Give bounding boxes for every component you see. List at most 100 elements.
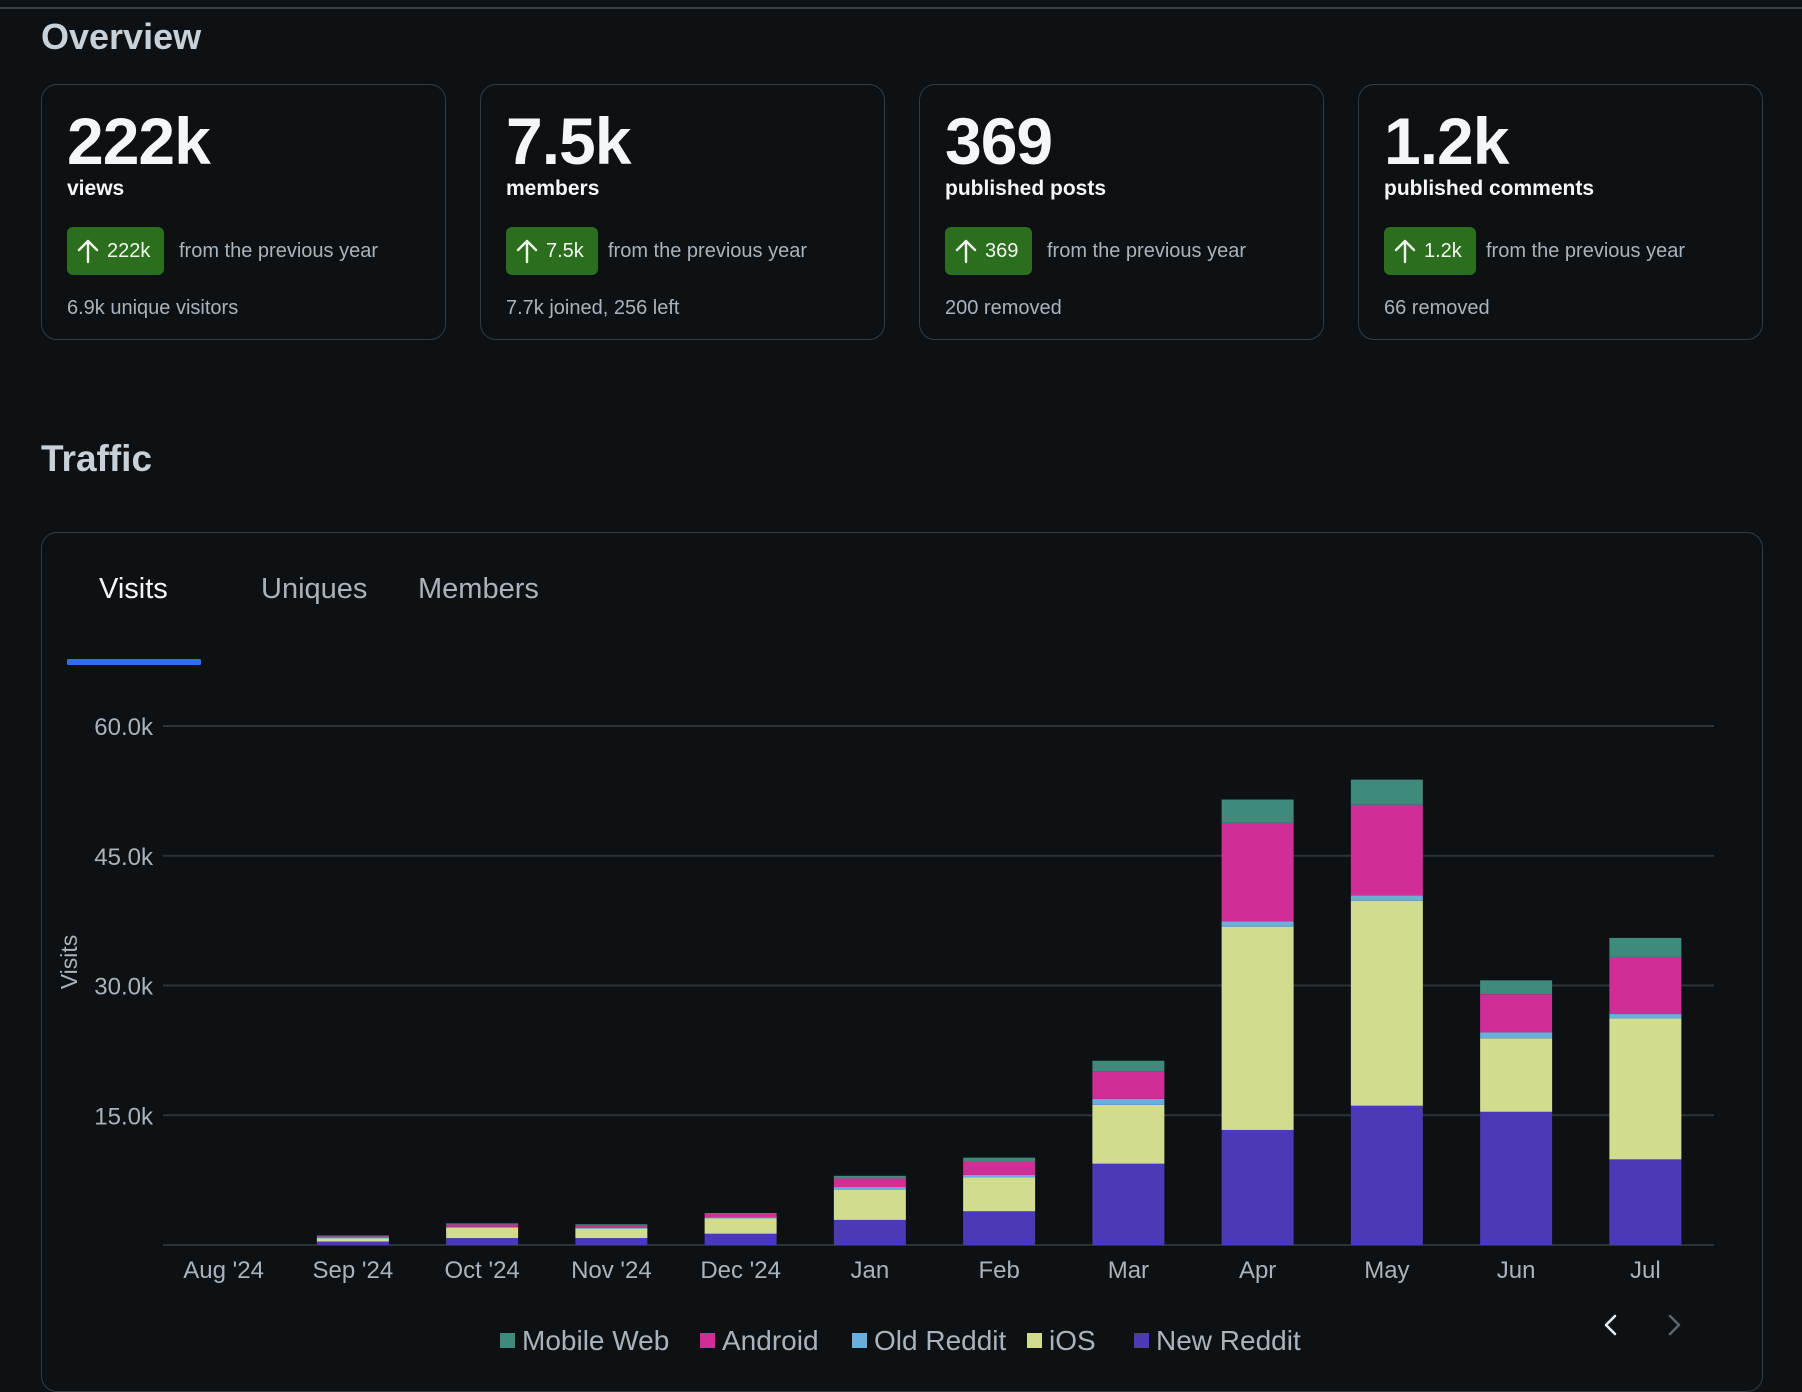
change-badge: 1.2k (1384, 227, 1476, 275)
bar-segment (963, 1174, 1036, 1178)
y-tick-label: 60.0k (94, 714, 154, 741)
stat-card-comments: 1.2k published comments 1.2k from the pr… (1358, 84, 1763, 340)
arrow-up-icon (77, 239, 99, 264)
stat-detail: 6.9k unique visitors (67, 297, 239, 319)
legend-swatch (700, 1333, 715, 1348)
tab-uniques[interactable]: Uniques (261, 573, 368, 605)
y-tick-label: 30.0k (94, 974, 154, 1001)
legend-label: Android (722, 1325, 819, 1356)
bar-segment (1350, 779, 1423, 805)
x-tick-label: May (1364, 1257, 1409, 1284)
bar-segment (316, 1241, 389, 1245)
bar-segment (1609, 956, 1682, 1015)
legend-swatch (852, 1333, 867, 1348)
change-badge: 369 (945, 227, 1033, 275)
arrow-up-icon (1394, 239, 1416, 264)
chevron-right-icon (1668, 1314, 1681, 1336)
bar-segment (833, 1175, 906, 1179)
bar-segment (704, 1218, 777, 1234)
bar-segment (1609, 1018, 1682, 1160)
stat-label: published comments (1384, 177, 1595, 200)
stat-card-views: 222k views 222k from the previous year 6… (41, 84, 446, 340)
bar-segment (1350, 895, 1423, 901)
bar-segment (316, 1235, 389, 1238)
change-value: 369 (985, 239, 1019, 262)
bar-segment (1221, 1129, 1294, 1245)
bar-segment (1092, 1163, 1165, 1245)
change-badge: 7.5k (506, 227, 598, 275)
bar-segment (1221, 921, 1294, 927)
bar-segment (1092, 1098, 1165, 1105)
tab-visits[interactable]: Visits (99, 573, 168, 605)
change-value: 7.5k (546, 239, 584, 262)
stat-label: members (506, 177, 600, 200)
comparison-text: from the previous year (1486, 240, 1685, 262)
overview-cards: 222k views 222k from the previous year 6… (41, 84, 1763, 340)
bar-segment (1480, 1032, 1553, 1039)
bar-segment (1350, 804, 1423, 896)
bar-segment (446, 1226, 519, 1228)
comparison-text: from the previous year (608, 240, 807, 262)
bar-segment (963, 1211, 1036, 1245)
next-page-button[interactable] (1659, 1310, 1689, 1340)
bar-segment (446, 1223, 519, 1225)
comparison-text: from the previous year (179, 240, 378, 262)
x-tick-label: Jan (851, 1257, 890, 1284)
tab-members[interactable]: Members (418, 573, 539, 605)
bar-segment (1092, 1071, 1165, 1099)
change-badge: 222k (67, 227, 165, 275)
change-value: 1.2k (1424, 239, 1462, 262)
bar-segment (833, 1189, 906, 1220)
stat-card-members: 7.5k members 7.5k from the previous year… (480, 84, 885, 340)
bar-segment (1350, 900, 1423, 1106)
bar-segment (704, 1217, 777, 1219)
stat-detail: 7.7k joined, 256 left (506, 297, 680, 319)
bar-segment (1480, 994, 1553, 1033)
bar-segment (963, 1157, 1036, 1162)
bar-segment (1609, 1159, 1682, 1245)
bar-segment (316, 1235, 389, 1237)
bar-segment (833, 1187, 906, 1190)
bar-segment (316, 1238, 389, 1242)
bar-segment (1609, 937, 1682, 957)
bar-segment (833, 1219, 906, 1245)
y-axis-title: Visits (56, 935, 82, 990)
legend-label: iOS (1049, 1325, 1096, 1356)
x-tick-label: Dec '24 (700, 1257, 781, 1284)
legend-swatch (1134, 1333, 1149, 1348)
bar-segment (1221, 926, 1294, 1130)
x-tick-label: Nov '24 (571, 1257, 652, 1284)
bar-segment (575, 1224, 648, 1226)
bar-segment (316, 1237, 389, 1239)
previous-page-button[interactable] (1596, 1310, 1626, 1340)
change-value: 222k (107, 239, 151, 262)
stat-value: 1.2k (1384, 104, 1509, 178)
bar-segment (446, 1227, 519, 1239)
y-tick-label: 45.0k (94, 844, 154, 871)
x-tick-label: Mar (1108, 1257, 1149, 1284)
x-tick-label: Sep '24 (313, 1257, 394, 1284)
bar-segment (1350, 1105, 1423, 1245)
stat-label: published posts (945, 177, 1107, 200)
bar-segment (575, 1238, 648, 1245)
bar-segment (1221, 822, 1294, 922)
bar-segment (446, 1224, 519, 1227)
bar-segment (575, 1227, 648, 1229)
bar-segment (1480, 1038, 1553, 1112)
x-tick-label: Jun (1497, 1257, 1536, 1284)
bar-segment (1092, 1060, 1165, 1072)
stat-detail: 66 removed (1384, 297, 1490, 319)
chevron-left-icon (1604, 1314, 1617, 1336)
bar-segment (1480, 1111, 1553, 1245)
legend-swatch (500, 1333, 515, 1348)
arrow-up-icon (516, 239, 538, 264)
stat-label: views (67, 177, 125, 200)
x-tick-label: Oct '24 (444, 1257, 519, 1284)
bar-segment (963, 1177, 1036, 1212)
bar-segment (1480, 980, 1553, 995)
x-tick-label: Apr (1239, 1257, 1276, 1284)
arrow-up-icon (955, 239, 977, 264)
overview-title: Overview (41, 16, 202, 57)
bar-segment (446, 1238, 519, 1245)
